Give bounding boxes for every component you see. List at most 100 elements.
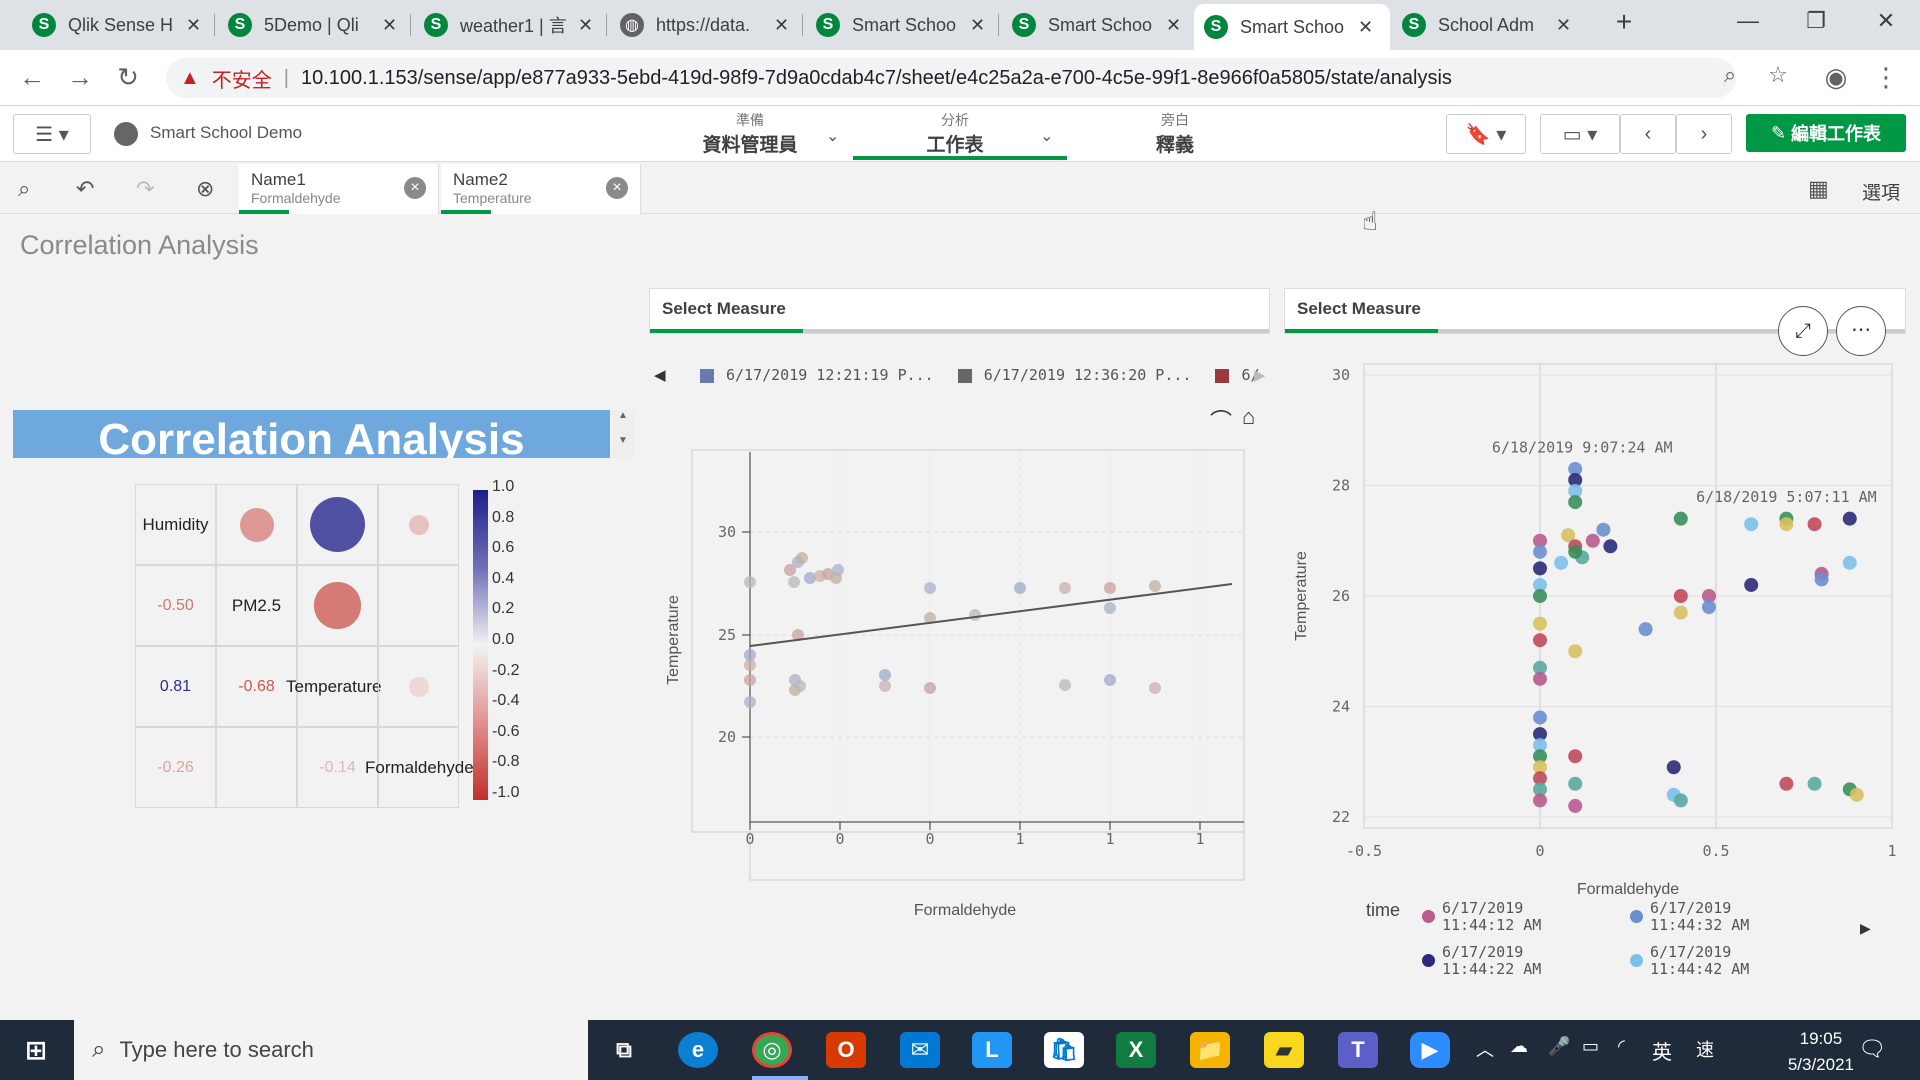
close-window-button[interactable]: ✕ [1876,8,1896,33]
matrix-cell[interactable]: -0.68 [216,646,297,727]
close-tab-icon[interactable]: ✕ [774,14,790,35]
selection-chip-name1[interactable]: Name1 Formaldehyde × [239,164,439,214]
matrix-cell[interactable] [378,484,459,565]
clear-all-icon[interactable]: ⊗ [196,176,215,201]
system-clock[interactable]: 19:05 5/3/2021 [1788,1026,1854,1078]
step-forward-icon[interactable]: ↷ [136,176,155,201]
selection-chip-name2[interactable]: Name2 Temperature × [441,164,641,214]
taskbar-search[interactable]: ⌕ Type here to search [74,1020,588,1080]
close-tab-icon[interactable]: ✕ [578,14,594,35]
browser-tab[interactable]: S Smart Schoo ✕ [1002,6,1192,44]
teams-icon[interactable]: T [1338,1032,1378,1068]
ime-mode[interactable]: 速 [1696,1040,1714,1060]
scatter2-svg[interactable]: -0.5 0 0.5 1 22 24 26 28 30 Formaldehyde Temperatu… [1284,356,1914,901]
excel-icon[interactable]: X [1116,1032,1156,1068]
scrollbar[interactable]: ▲ ▼ [612,410,634,458]
mail-icon[interactable]: ✉ [900,1032,940,1068]
matrix-cell[interactable]: PM2.5 [216,565,297,646]
next-sheet-button[interactable]: › [1676,114,1732,154]
browser-tab[interactable]: S Qlik Sense H ✕ [22,6,212,44]
wifi-icon[interactable]: ◜ [1618,1036,1625,1056]
close-tab-icon[interactable]: ✕ [186,14,202,35]
matrix-cell[interactable]: Formaldehyde [365,727,474,808]
forward-icon[interactable]: → [67,62,93,92]
clear-selection-icon[interactable]: × [404,177,426,199]
file-explorer-icon[interactable]: 📁 [1190,1032,1230,1068]
expand-icon[interactable]: ⤢ [1778,306,1828,356]
legend-entry[interactable]: 6/17/2019 12:36:20 P... [957,366,1191,384]
legend-entry[interactable]: 6/17/20 [1215,366,1260,384]
matrix-cell[interactable] [378,565,459,646]
zoom-app-icon[interactable]: ▶ [1410,1032,1450,1068]
zoom-icon[interactable]: ⌕ [1723,62,1737,87]
matrix-cell[interactable]: Temperature [286,646,381,727]
legend-prev-icon[interactable]: ◀ [654,367,666,384]
restore-button[interactable]: ❐ [1806,8,1826,33]
back-icon[interactable]: ← [19,62,45,92]
menu-dots-icon[interactable]: ⋮ [1873,62,1899,92]
tray-chevron-icon[interactable]: ︿ [1476,1040,1494,1060]
bookmark-button[interactable]: 🔖 ▾ [1446,114,1526,154]
close-tab-icon[interactable]: ✕ [970,14,986,35]
mic-icon[interactable]: 🎤 [1548,1036,1571,1056]
matrix-cell[interactable]: Humidity [135,484,216,565]
nav-analyze[interactable]: 分析 工作表 [900,110,1010,157]
close-tab-icon[interactable]: ✕ [1358,16,1374,37]
step-back-icon[interactable]: ↶ [76,176,95,201]
nav-prepare[interactable]: 準備 資料管理員 [690,110,810,157]
notifications-icon[interactable]: 🗨 [1858,1036,1886,1061]
matrix-cell[interactable]: 0.81 [135,646,216,727]
battery-icon[interactable]: ▭ [1582,1036,1600,1056]
matrix-cell[interactable]: -0.50 [135,565,216,646]
onedrive-icon[interactable]: ☁ [1510,1036,1528,1056]
more-options-icon[interactable]: ⋯ [1836,306,1886,356]
store-icon[interactable]: 🛍 [1044,1032,1084,1068]
legend-entry[interactable]: 6/17/2019 12:21:19 P... [700,366,934,384]
smart-search-icon[interactable]: ⌕ [18,176,31,201]
legend-next-icon[interactable]: ▶ [1254,367,1266,384]
browser-tab[interactable]: S 5Demo | Qli ✕ [218,6,408,44]
minimize-button[interactable]: — [1737,8,1759,33]
clear-selection-icon[interactable]: × [606,177,628,199]
matrix-cell[interactable] [378,646,459,727]
options-button[interactable]: 選項 [1862,183,1901,204]
previous-sheet-button[interactable]: ‹ [1620,114,1676,154]
browser-tab[interactable]: ◍ https://data. ✕ [610,6,800,44]
nav-narrate[interactable]: 旁白 釋義 [1130,110,1220,157]
matrix-cell[interactable]: -0.14 [297,727,378,808]
windows-start-icon[interactable]: ⊞ [25,1034,47,1065]
app-l-icon[interactable]: L [972,1032,1012,1068]
matrix-cell[interactable] [216,484,297,565]
select-measure-1[interactable]: Select Measure [649,288,1270,334]
bookmark-star-icon[interactable]: ☆ [1768,62,1788,87]
chevron-down-icon[interactable]: ⌄ [1040,128,1054,145]
global-menu-button[interactable]: ☰ ▾ [13,114,91,154]
office-icon[interactable]: O [826,1032,866,1068]
scatter1-svg[interactable]: 20 25 30 0 0 0 1 1 1 Formaldehyde Temperature [660,440,1260,930]
matrix-cell[interactable] [297,565,378,646]
close-tab-icon[interactable]: ✕ [1166,14,1182,35]
home-icon[interactable]: ⌂ [1242,404,1256,429]
lasso-icon[interactable]: ⌒ [1210,409,1233,434]
edit-sheet-button[interactable]: ✎ 編輯工作表 [1746,114,1906,152]
close-tab-icon[interactable]: ✕ [382,14,398,35]
matrix-cell[interactable]: -0.26 [135,727,216,808]
matrix-cell[interactable] [216,727,297,808]
new-tab-button[interactable]: + [1615,6,1633,37]
sticky-notes-icon[interactable]: ▰ [1264,1032,1304,1068]
task-view-icon[interactable]: ⧉ [616,1037,632,1062]
close-tab-icon[interactable]: ✕ [1556,14,1572,35]
chrome-icon[interactable]: ◎ [752,1032,792,1068]
browser-tab[interactable]: S Smart Schoo ✕ [806,6,996,44]
grid-icon[interactable]: ▦ [1808,176,1829,201]
url-field[interactable]: ▲ 不安全 | 10.100.1.153/sense/app/e877a933-… [166,58,1736,98]
legend-next-icon[interactable]: ▶ [1860,920,1871,936]
profile-icon[interactable]: ◉ [1824,62,1848,92]
chevron-down-icon[interactable]: ⌄ [826,128,840,145]
presentation-button[interactable]: ▭ ▾ [1540,114,1620,154]
matrix-cell[interactable] [297,484,378,565]
browser-tab[interactable]: S Smart Schoo ✕ [1194,4,1390,50]
ime-language[interactable]: 英 [1652,1042,1672,1064]
edge-icon[interactable]: e [678,1032,718,1068]
